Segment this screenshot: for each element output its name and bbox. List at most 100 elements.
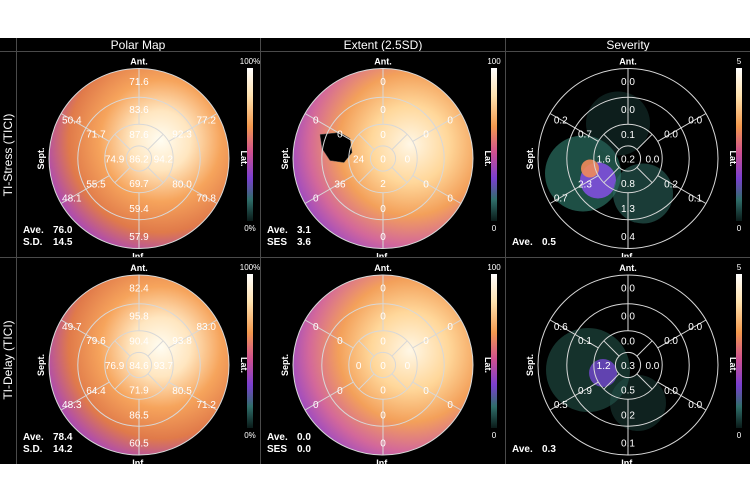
orientation-lat: Lat. — [483, 150, 493, 166]
segment-value: 59.4 — [129, 204, 149, 215]
row-label-delay-text: TI-Delay (TICI) — [1, 320, 15, 400]
segment-spoke — [603, 133, 620, 150]
segment-value: 83.6 — [129, 105, 149, 116]
orientation-inf: Inf. — [132, 252, 146, 258]
segment-value: 0.0 — [664, 386, 678, 397]
segment-value: 0 — [313, 116, 319, 127]
stat-label: Ave. — [512, 444, 533, 455]
segment-spoke — [60, 175, 110, 204]
segment-value: 71.9 — [129, 385, 149, 396]
orientation-lat: Lat. — [483, 357, 493, 373]
segment-spoke — [147, 167, 164, 184]
segment-value: 74.9 — [105, 155, 125, 166]
polar-map-svg: 0.0 0.0 0.1 0.4 0.7 0.2 0.0 0.0 0.2 1.3 2.3 0.7 0.1 0… — [525, 57, 742, 258]
segment-value: 2.3 — [578, 179, 592, 190]
row-label-stress: TI-Stress (TICI) — [0, 52, 16, 257]
polar-map-svg: 0.0 0.0 0.0 0.1 0.5 0.6 0.0 0.0 0.0 0.2 0.9 0.1 0.0 0… — [525, 263, 742, 464]
segment-value: 0 — [380, 283, 386, 294]
orientation-sept: Sept. — [280, 147, 290, 169]
orientation-inf: Inf. — [621, 252, 635, 258]
orientation-lat: Lat. — [728, 357, 738, 373]
segment-spoke — [391, 340, 408, 357]
row-divider — [0, 257, 750, 258]
color-scale-max: 100% — [240, 263, 260, 272]
segment-value: 71.7 — [86, 130, 106, 141]
color-scale-min: 0% — [244, 431, 256, 440]
polar-map-svg: 82.4 83.0 71.2 60.5 48.3 49.7 95.8 93.8 80.5 86.5… — [36, 263, 260, 464]
segment-spoke — [412, 319, 462, 349]
color-scale-bar — [491, 68, 497, 221]
polar-disk — [293, 275, 473, 455]
segment-value: 0.0 — [645, 155, 659, 166]
stat-value: 0.0 — [297, 444, 311, 455]
segment-value: 0.0 — [688, 116, 702, 127]
color-scale-max: 5 — [737, 57, 742, 66]
segment-ring — [614, 145, 642, 172]
segment-value: 0 — [447, 400, 453, 411]
segment-ring — [369, 145, 397, 172]
segment-spoke — [358, 340, 375, 357]
summary-stats: Ave. 3.1 SES 3.6 — [267, 225, 311, 249]
segment-spoke — [636, 167, 653, 184]
segment-value: 0.9 — [578, 386, 592, 397]
color-scale-bar — [491, 274, 497, 428]
segment-value: 0 — [423, 336, 429, 347]
segment-value: 0.0 — [645, 361, 659, 372]
apex-value: 84.6 — [129, 361, 149, 372]
color-scale-bar — [247, 274, 253, 428]
segment-spoke — [391, 167, 408, 184]
segment-spoke — [114, 133, 131, 150]
segment-value: 0 — [423, 130, 429, 141]
stat-value: 3.6 — [297, 237, 311, 248]
polar-disk — [49, 68, 229, 249]
stat-label: SES — [267, 444, 288, 455]
segment-spoke — [168, 319, 218, 349]
segment-value: 0.0 — [664, 130, 678, 141]
severity-region — [546, 328, 630, 412]
segment-spoke — [60, 319, 110, 349]
segment-value: 0.0 — [621, 337, 635, 348]
segment-spoke — [60, 113, 110, 142]
segment-ring — [125, 145, 153, 172]
segment-value: 71.6 — [129, 77, 149, 88]
stat-value: 0.5 — [542, 237, 556, 248]
severity-region — [589, 359, 617, 387]
segment-spoke — [147, 340, 164, 357]
segment-value: 0.0 — [621, 283, 635, 294]
segment-spoke — [114, 340, 131, 357]
segment-value: 77.2 — [196, 116, 216, 127]
polar-disk — [293, 68, 473, 249]
column-header-polar-map: Polar Map — [110, 38, 166, 52]
segment-value: 76.9 — [105, 361, 125, 372]
segment-value: 0 — [380, 204, 386, 215]
color-scale-min: 0 — [492, 431, 497, 440]
segment-spoke — [657, 113, 707, 142]
segment-value: 87.6 — [129, 130, 149, 141]
segment-value: 79.6 — [86, 336, 106, 347]
segment-spoke — [636, 133, 653, 150]
segment-value: 93.7 — [154, 361, 174, 372]
segment-value: 93.8 — [172, 336, 192, 347]
polar-disk — [538, 275, 718, 455]
segment-value: 0 — [405, 155, 411, 166]
color-scale-bar — [736, 274, 742, 428]
polar-map-svg: 0 0 0 0 0 0 0 0 0 0 36 0 0 0 2 24 0 Ant. Inf. Sept. Lat. 100 0 — [280, 57, 501, 258]
segment-value: 1.3 — [621, 204, 635, 215]
segment-value: 0.2 — [621, 411, 635, 422]
polar-disk — [49, 275, 229, 455]
segment-spoke — [147, 133, 164, 150]
header-divider — [0, 51, 750, 52]
color-scale-min: 0 — [737, 224, 742, 233]
column-divider-1 — [16, 38, 17, 464]
stat-value: 3.1 — [297, 225, 311, 236]
segment-value: 50.4 — [62, 116, 82, 127]
stat-value: 76.0 — [53, 225, 73, 236]
segment-spoke — [603, 373, 620, 390]
stat-value: 0.0 — [297, 432, 311, 443]
segment-value: 60.5 — [129, 439, 149, 450]
segment-spoke — [549, 319, 599, 349]
segment-value: 0.1 — [578, 336, 592, 347]
panel-delay-severity: 0.0 0.0 0.0 0.1 0.5 0.6 0.0 0.0 0.0 0.2 0.9 0.1 0.0 0… — [506, 258, 750, 464]
segment-value: 0 — [337, 336, 343, 347]
stat-label: Ave. — [267, 432, 288, 443]
